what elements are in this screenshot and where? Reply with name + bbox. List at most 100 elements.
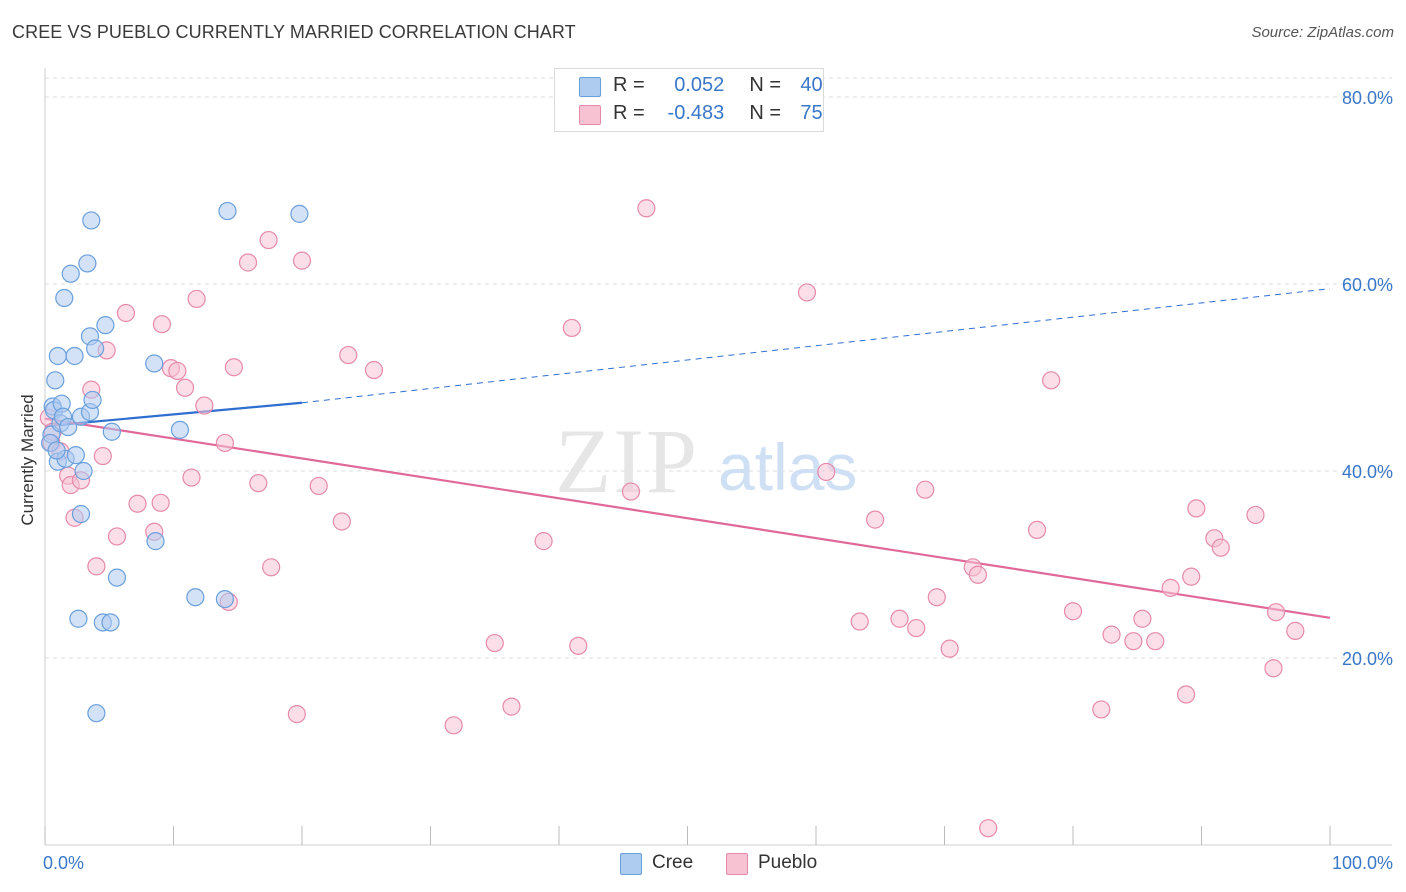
pueblo-point [1182, 567, 1201, 586]
pueblo-point [1092, 700, 1111, 719]
pueblo-point [562, 318, 581, 338]
pueblo-swatch [579, 105, 601, 125]
watermark-atlas: atlas [718, 430, 857, 504]
pueblo-point [1264, 659, 1283, 678]
pueblo-point [817, 462, 836, 482]
y-tick-label: 60.0% [1342, 275, 1393, 295]
cree-point [145, 354, 164, 373]
pueblo-point [292, 251, 312, 270]
cree-point [46, 371, 65, 390]
cree-point [215, 589, 234, 609]
y-axis-label: Currently Married [18, 394, 37, 525]
legend-r-value: -0.483 [667, 102, 725, 124]
cree-point [101, 613, 120, 632]
pueblo-point [187, 289, 206, 309]
pueblo-point [1042, 371, 1061, 390]
watermark: ZIP atlas [555, 410, 857, 512]
pueblo-point [569, 636, 588, 655]
pueblo-point [128, 494, 147, 513]
legend-n-value: 75 [800, 102, 823, 124]
cree-point [61, 264, 80, 283]
pueblo-point [979, 819, 998, 838]
cree-point [59, 417, 78, 437]
pueblo-point [1027, 520, 1047, 540]
chart-title: CREE VS PUEBLO CURRENTLY MARRIED CORRELA… [12, 22, 576, 42]
legend-n-label: N = [749, 102, 782, 124]
legend-n-value: 40 [800, 74, 823, 96]
pueblo-point [168, 361, 187, 381]
pueblo-trend-line [44, 417, 1331, 619]
pueblo-point [339, 345, 358, 365]
cree-point [102, 422, 121, 441]
pueblo-point [916, 480, 935, 499]
cree-point [82, 211, 101, 230]
legend-label-cree: Cree [652, 852, 694, 873]
pueblo-point [175, 378, 195, 397]
cree-trend-extension [301, 288, 1331, 404]
legend-r-value: 0.052 [674, 74, 725, 96]
cree-point [170, 420, 190, 439]
x-tick-label: 100.0% [1332, 853, 1393, 873]
pueblo-point [927, 588, 946, 607]
pueblo-point [1266, 603, 1286, 622]
legend-r-label: R = [613, 74, 645, 96]
pueblo-point [485, 633, 504, 653]
pueblo-point [1124, 632, 1143, 651]
pueblo-point [1187, 499, 1206, 518]
cree-point [48, 346, 67, 366]
pueblo-point [87, 557, 106, 576]
pueblo-swatch [726, 853, 748, 875]
pueblo-point [797, 283, 817, 302]
pueblo-point [287, 704, 306, 724]
cree-point [55, 288, 74, 308]
pueblo-point [940, 639, 959, 658]
y-tick-label: 80.0% [1342, 88, 1393, 108]
pueblo-point [238, 253, 258, 272]
pueblo-point [116, 303, 136, 323]
cree-point [107, 568, 127, 587]
pueblo-point [907, 618, 926, 638]
cree-point [218, 201, 237, 221]
pueblo-point [502, 697, 521, 716]
y-tick-label: 40.0% [1342, 462, 1393, 482]
legend-label-pueblo: Pueblo [758, 852, 818, 873]
pueblo-point [249, 474, 268, 493]
pueblo-point [850, 612, 869, 631]
pueblo-point [224, 358, 243, 377]
cree-point [78, 254, 97, 273]
pueblo-point [262, 558, 281, 577]
pueblo-point [444, 716, 463, 735]
pueblo-point [890, 609, 909, 628]
cree-point [66, 446, 85, 465]
pueblo-point [1161, 578, 1180, 597]
pueblo-point [182, 468, 201, 487]
cree-point [69, 609, 88, 628]
legend-n-label: N = [749, 74, 782, 96]
source-label: Source: ZipAtlas.com [1251, 24, 1394, 41]
pueblo-point [1286, 621, 1305, 640]
cree-point [87, 704, 106, 723]
cree-point [71, 504, 91, 524]
pueblo-point [107, 527, 127, 546]
cree-point [47, 441, 66, 460]
pueblo-point [1246, 505, 1265, 525]
cree-swatch [579, 77, 601, 97]
pueblo-point [1211, 538, 1230, 557]
x-tick-label: 0.0% [43, 853, 84, 873]
pueblo-point [215, 433, 234, 453]
pueblo-point [195, 396, 214, 415]
pueblo-point [637, 199, 656, 218]
pueblo-point [151, 493, 170, 512]
cree-swatch [620, 853, 642, 875]
pueblo-point [1063, 602, 1083, 621]
cree-point [65, 346, 84, 366]
pueblo-point [866, 510, 885, 529]
cree-point [86, 339, 105, 358]
legend-r-label: R = [613, 102, 645, 124]
pueblo-point [309, 476, 328, 496]
data-points [39, 199, 1305, 838]
pueblo-point [1102, 625, 1121, 644]
pueblo-point [1146, 632, 1165, 651]
axis-labels: 20.0% 40.0% 60.0% 80.0% 0.0% 100.0% [43, 88, 1393, 873]
